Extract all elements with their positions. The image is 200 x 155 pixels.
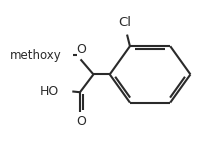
Text: O: O bbox=[76, 43, 86, 56]
Text: HO: HO bbox=[39, 85, 59, 98]
Text: Cl: Cl bbox=[118, 16, 131, 29]
Text: methoxy: methoxy bbox=[10, 49, 61, 62]
Text: O: O bbox=[75, 115, 85, 128]
